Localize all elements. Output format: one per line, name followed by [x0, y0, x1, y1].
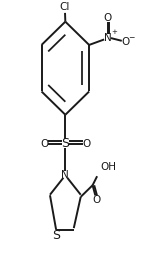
Text: N: N	[104, 33, 112, 43]
Text: O: O	[40, 138, 48, 148]
Text: S: S	[61, 137, 69, 150]
Text: OH: OH	[101, 163, 117, 173]
Text: O: O	[93, 195, 101, 205]
Text: O: O	[104, 12, 112, 22]
Text: Cl: Cl	[60, 2, 70, 12]
Text: S: S	[52, 229, 60, 242]
Text: O: O	[82, 138, 90, 148]
Text: +: +	[111, 29, 118, 35]
Text: −: −	[128, 34, 135, 43]
Text: O: O	[121, 37, 130, 47]
Text: N: N	[61, 170, 69, 180]
